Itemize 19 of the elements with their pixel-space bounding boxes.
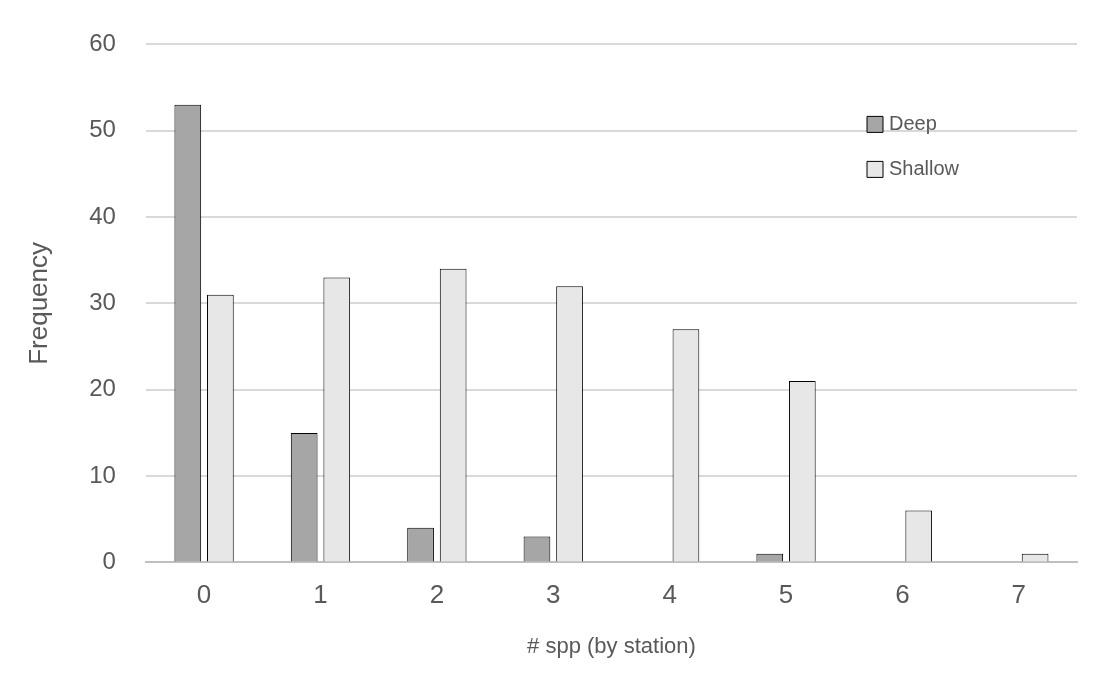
x-axis-title: # spp (by station): [527, 632, 696, 658]
x-tick-label: 3: [546, 579, 561, 610]
x-tick-label: 6: [895, 579, 910, 610]
legend-label: Deep: [889, 111, 937, 134]
x-tick-label: 1: [313, 579, 328, 610]
x-tick-label: 2: [429, 579, 445, 610]
y-tick-label: 0: [102, 547, 116, 575]
y-tick-label: 30: [89, 288, 116, 316]
y-tick-label: 60: [89, 29, 116, 57]
x-tick-label: 5: [778, 579, 794, 610]
x-tick-label: 7: [1011, 579, 1027, 610]
x-tick-label: 0: [196, 579, 212, 610]
y-tick-label: 10: [89, 460, 116, 488]
y-tick-label: 40: [89, 201, 116, 229]
x-tick-label: 4: [662, 579, 677, 610]
y-axis-title: Frequency: [22, 241, 53, 365]
y-tick-label: 20: [89, 374, 116, 402]
y-tick-label: 50: [89, 115, 116, 143]
legend-label: Shallow: [889, 156, 960, 179]
